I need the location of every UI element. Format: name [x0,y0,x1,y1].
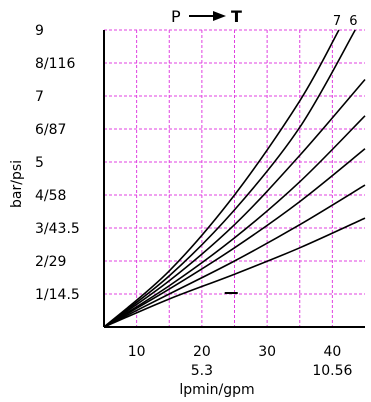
series-line-6 [103,184,366,328]
y-tick-labels: 1/14.5 2/29 3/43.5 4/58 5 6/87 7 8/116 9 [35,23,80,303]
title-left: P [171,7,181,26]
x-tick-label: 10 [128,344,146,360]
x-tick-labels: 10 20 5.3 30 40 10.56 [128,344,353,379]
y-tick-label: 6/87 [35,122,66,138]
y-tick-label: 9 [35,23,44,39]
series-line-5 [103,148,366,328]
y-tick-label: 5 [35,155,44,171]
x-axis-title: lpmin/gpm [179,382,254,398]
y-tick-label: 1/14.5 [35,287,80,303]
series-line-2 [103,29,356,328]
y-tick-label: 2/29 [35,254,66,270]
x-tick-sublabel: 10.56 [312,363,352,379]
grid [104,29,365,327]
arrow-right-icon [189,11,226,21]
series-line-7 [103,217,366,328]
x-tick-label: 20 [193,344,211,360]
y-tick-label: 8/116 [35,56,75,72]
y-tick-label: 4/58 [35,188,66,204]
series-line-1 [103,29,340,328]
y-tick-label: 7 [35,89,44,105]
y-tick-label: 3/43.5 [35,221,80,237]
chart-title: P T [171,7,242,26]
x-tick-label: 40 [323,344,341,360]
x-tick-sublabel: 5.3 [191,363,213,379]
x-tick-label: 30 [258,344,276,360]
title-right: T [231,7,242,26]
series-line-3 [103,78,366,328]
y-axis-title: bar/psi [9,160,25,208]
series-label-6: 6 [349,14,357,29]
series-label-7: 7 [333,14,341,29]
series-line-4 [103,115,366,328]
axes [103,30,365,328]
